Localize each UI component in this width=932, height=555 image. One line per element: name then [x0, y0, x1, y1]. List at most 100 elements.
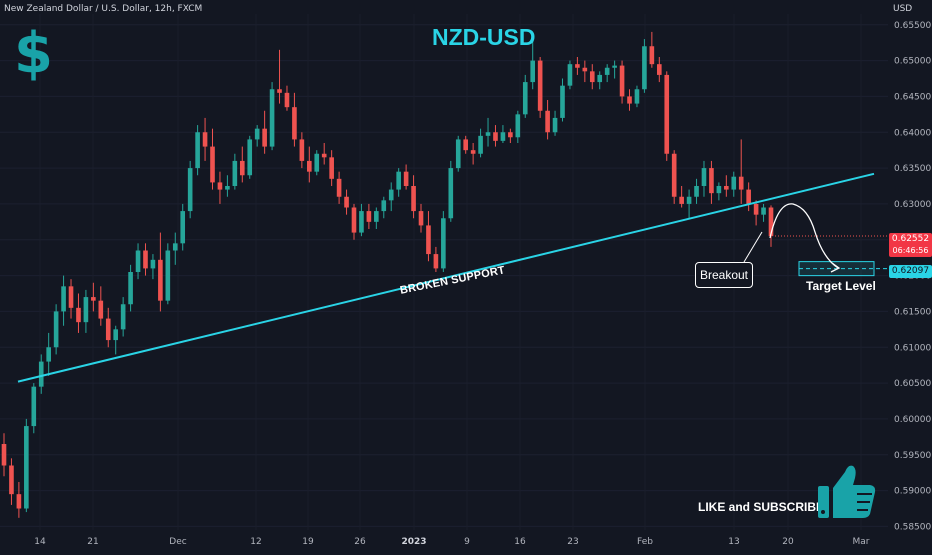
dollar-sign-icon: $ [14, 21, 53, 86]
arrow-head [830, 262, 841, 273]
target-level-label: Target Level [806, 279, 876, 293]
candle-body [284, 92, 290, 108]
candle-body [1, 444, 7, 466]
candle-body [738, 176, 744, 190]
candle-body [701, 168, 707, 186]
candle-body [366, 211, 372, 222]
time-tick-label: 14 [34, 537, 46, 547]
candle-body [686, 196, 692, 204]
price-tick-label: 0.61000 [894, 343, 931, 353]
thumbs-up-icon [818, 465, 876, 518]
candle-body [180, 211, 186, 244]
price-tick-label: 0.63500 [894, 164, 931, 174]
candle-body [143, 250, 148, 269]
time-tick-label: 20 [782, 537, 794, 547]
candle-body [31, 386, 37, 427]
grid [0, 14, 888, 530]
candle-body [448, 168, 454, 219]
candle-body [83, 297, 89, 323]
candle-body [537, 60, 543, 111]
candle-body [187, 168, 193, 212]
breakout-pointer [743, 231, 763, 263]
overlays [17, 172, 888, 383]
candle-body [165, 250, 171, 301]
candle-body [38, 361, 44, 387]
candle-body [225, 186, 230, 190]
time-tick-label: 2023 [401, 537, 426, 547]
candle-body [210, 146, 215, 183]
candle-body [91, 297, 96, 301]
price-tick-label: 0.61500 [894, 307, 931, 317]
time-tick-label: 16 [514, 537, 526, 547]
candle-body [381, 200, 387, 212]
candle-body [731, 176, 737, 190]
candle-body [76, 307, 81, 323]
candle-body [53, 311, 59, 348]
candle-body [46, 347, 51, 362]
candle-body [262, 128, 267, 147]
candle-body [418, 211, 424, 226]
candle-body [24, 426, 29, 509]
candle-body [359, 211, 364, 233]
price-tick-label: 0.58500 [894, 522, 931, 532]
candle-body [671, 153, 677, 197]
candle-body [120, 304, 126, 330]
candle-body [128, 272, 133, 305]
candle-body [98, 300, 104, 319]
candle-body [254, 128, 260, 140]
breakout-callout: Breakout [695, 262, 753, 288]
candle-body [694, 186, 699, 197]
countdown-value: 06:46:56 [892, 246, 929, 255]
candle-body [500, 132, 506, 141]
candle-body [455, 139, 461, 169]
candle-body [768, 207, 774, 237]
candle-body [552, 117, 558, 133]
candle-body [172, 243, 178, 251]
candle-body [344, 196, 349, 208]
time-tick-label: 9 [464, 537, 470, 547]
candle-body [374, 211, 379, 222]
candles [1, 31, 774, 518]
candle-body [604, 67, 610, 75]
time-tick-label: Mar [853, 537, 870, 547]
projection-arrow [769, 203, 839, 269]
candle-body [746, 189, 751, 204]
candle-body [150, 259, 156, 269]
candle-body [589, 71, 595, 83]
candle-body [724, 186, 729, 190]
candle-body [560, 85, 565, 118]
candle-body [299, 139, 305, 161]
candle-body [396, 171, 401, 190]
candle-body [470, 150, 476, 154]
time-axis: 14 21 Dec 12 19 26 2023 9 16 23 Feb 13 20 Mar [34, 537, 870, 547]
candle-body [709, 168, 714, 194]
candle-body [202, 132, 208, 147]
candle-body [314, 153, 320, 172]
candle-body [277, 89, 282, 93]
candle-body [575, 64, 580, 68]
candle-body [545, 110, 550, 133]
price-tick-label: 0.59500 [894, 451, 931, 461]
chart-title: NZD-USD [432, 24, 536, 50]
candle-body [195, 132, 200, 169]
time-tick-label: 23 [567, 537, 578, 547]
current-price-value: 0.62552 [891, 234, 930, 244]
candle-body [649, 46, 655, 65]
candle-body [68, 286, 74, 308]
candle-body [388, 189, 394, 201]
candle-body [351, 207, 357, 233]
candle-body [567, 64, 573, 86]
price-tick-label: 0.64000 [894, 128, 931, 138]
candle-body [232, 160, 238, 186]
candle-body [634, 89, 640, 104]
candle-body [217, 182, 223, 190]
candle-body [61, 286, 66, 312]
candle-body [530, 60, 536, 83]
current-price-tag: 0.62552 06:46:56 [889, 233, 932, 257]
candle-body [582, 67, 588, 72]
candle-body [158, 259, 163, 301]
candle-body [463, 139, 468, 151]
time-tick-label: 26 [354, 537, 366, 547]
candle-body [16, 494, 22, 509]
candle-body [336, 178, 342, 197]
